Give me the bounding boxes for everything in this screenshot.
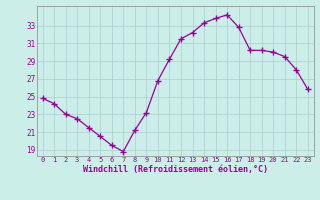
X-axis label: Windchill (Refroidissement éolien,°C): Windchill (Refroidissement éolien,°C)	[83, 165, 268, 174]
